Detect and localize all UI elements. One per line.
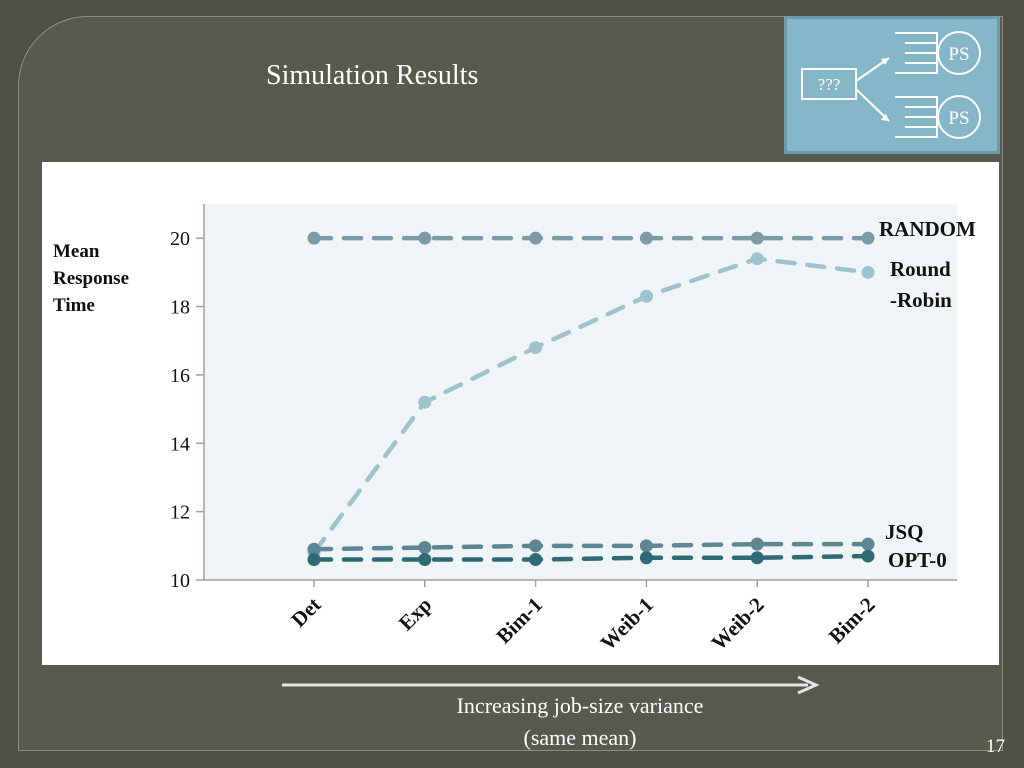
x-tick-label: Bim-2 bbox=[824, 593, 880, 649]
variance-arrow bbox=[282, 675, 820, 695]
y-tick-label: 16 bbox=[170, 365, 190, 387]
y-tick-label: 18 bbox=[170, 297, 190, 319]
x-axis-caption: Increasing job-size variance (same mean) bbox=[380, 690, 780, 754]
data-point bbox=[639, 539, 653, 553]
data-point bbox=[750, 252, 764, 266]
dispatch-diagram-drawing: ??? PS PS bbox=[801, 31, 981, 139]
series-line bbox=[311, 541, 871, 552]
data-point bbox=[861, 549, 875, 563]
chart-panel: 10 12 14 16 18 20 Det Exp Bim-1 Weib-1 Weib-2 Bim-… bbox=[42, 162, 999, 665]
x-ticks: Det Exp Bim-1 Weib-1 Weib-2 Bim-2 bbox=[286, 580, 880, 655]
data-point bbox=[418, 231, 432, 245]
data-point bbox=[307, 231, 321, 245]
x-tick-label: Exp bbox=[394, 593, 437, 636]
server-queue-2 bbox=[895, 95, 981, 139]
slide-number: 17 bbox=[986, 736, 1005, 757]
x-tick-label: Det bbox=[286, 593, 325, 632]
data-point bbox=[750, 537, 764, 551]
legend-label-round-robin: Round -Robin bbox=[890, 254, 952, 316]
x-tick-label: Bim-1 bbox=[491, 593, 547, 649]
data-point bbox=[529, 341, 543, 355]
arrow-head-1 bbox=[881, 58, 889, 65]
slide-title: Simulation Results bbox=[266, 60, 479, 91]
data-point bbox=[529, 552, 543, 566]
response-time-chart: 10 12 14 16 18 20 Det Exp Bim-1 Weib-1 Weib-2 Bim-… bbox=[170, 204, 957, 655]
data-point bbox=[529, 539, 543, 553]
data-point bbox=[418, 395, 432, 409]
data-point bbox=[418, 541, 432, 555]
data-point bbox=[861, 537, 875, 551]
data-point bbox=[529, 231, 543, 245]
y-axis-title-line-1: Mean bbox=[53, 241, 100, 262]
data-point bbox=[418, 552, 432, 566]
series-line bbox=[311, 553, 871, 562]
dispatch-diagram: ??? PS PS bbox=[784, 16, 1000, 154]
y-tick-label: 12 bbox=[170, 502, 190, 524]
legend-label-jsq: JSQ bbox=[885, 520, 924, 544]
series-opt-0 bbox=[307, 549, 875, 566]
server-queue-1 bbox=[895, 31, 981, 75]
legend-label-random: RANDOM bbox=[879, 217, 976, 241]
dispatcher-box bbox=[801, 68, 857, 100]
y-tick-label: 10 bbox=[170, 570, 190, 592]
arrow-to-server-2 bbox=[855, 88, 890, 122]
data-point bbox=[639, 289, 653, 303]
arrow-head-2 bbox=[881, 114, 889, 121]
data-point bbox=[307, 542, 321, 556]
y-axis-title-line-2: Response bbox=[53, 268, 130, 289]
series-lines bbox=[307, 231, 875, 566]
y-tick-label: 20 bbox=[170, 228, 190, 250]
data-point bbox=[750, 231, 764, 245]
data-point bbox=[639, 231, 653, 245]
series-jsq bbox=[307, 537, 875, 556]
y-tick-label: 14 bbox=[170, 433, 190, 455]
x-tick-label: Weib-2 bbox=[706, 593, 768, 655]
y-axis-title: Mean Response Time bbox=[53, 238, 129, 319]
x-tick-label: Weib-1 bbox=[596, 593, 658, 655]
data-point bbox=[861, 265, 875, 279]
data-point bbox=[861, 231, 875, 245]
caption-line-1: Increasing job-size variance bbox=[456, 693, 704, 718]
server-label-1: PS bbox=[948, 44, 969, 65]
legend-label-round-robin-line-2: -Robin bbox=[890, 288, 952, 312]
data-point bbox=[639, 551, 653, 565]
y-axis-title-line-3: Time bbox=[53, 295, 95, 316]
data-point bbox=[307, 552, 321, 566]
caption-line-2: (same mean) bbox=[523, 725, 637, 750]
data-point bbox=[750, 551, 764, 565]
legend-label-round-robin-line-1: Round bbox=[890, 257, 951, 281]
dispatcher-label: ??? bbox=[818, 75, 841, 94]
series-line bbox=[311, 256, 871, 555]
legend-label-opt0: OPT-0 bbox=[888, 548, 947, 572]
y-ticks: 10 12 14 16 18 20 bbox=[170, 228, 204, 592]
series-random bbox=[307, 231, 875, 245]
server-label-2: PS bbox=[948, 108, 969, 129]
plot-area bbox=[204, 204, 957, 580]
